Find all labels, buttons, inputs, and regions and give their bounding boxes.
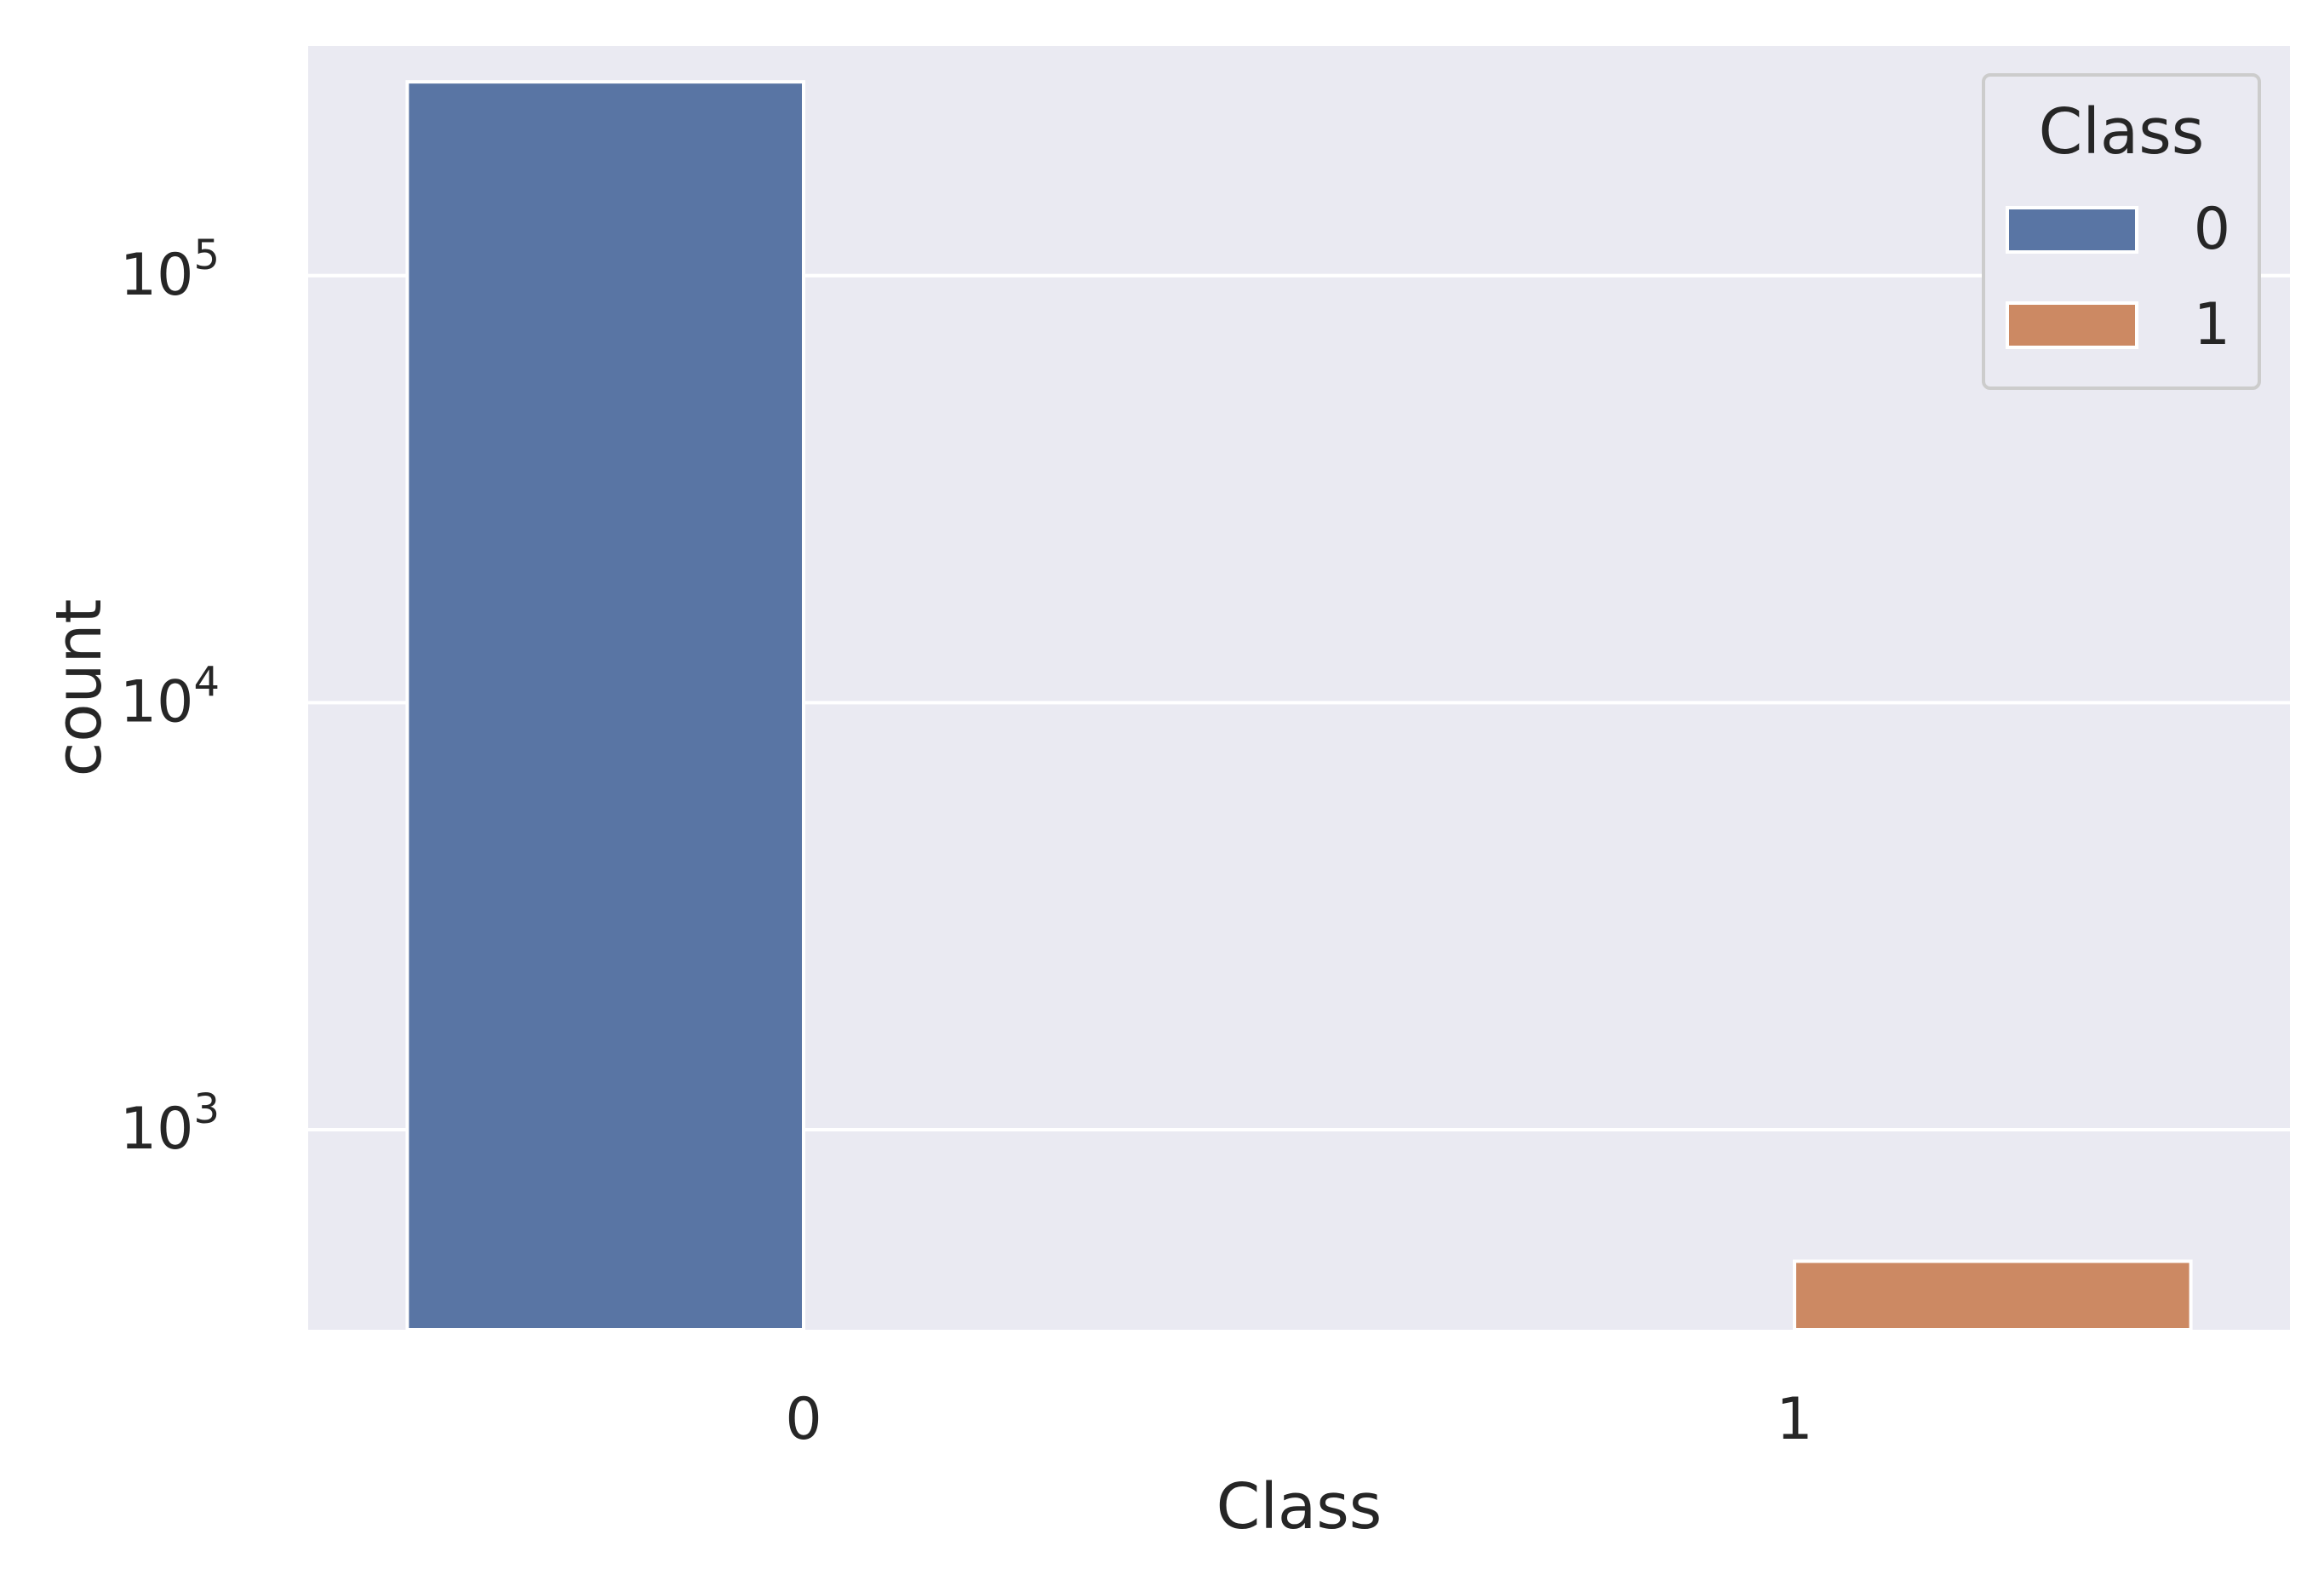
legend-title: Class <box>2039 95 2205 169</box>
y-tick-label: 104 <box>120 658 220 736</box>
y-tick-labels: 105 104 103 <box>120 232 220 1163</box>
legend: Class 01 <box>1982 73 2261 390</box>
legend-swatch-0 <box>2006 206 2138 254</box>
y-axis-label: count <box>43 599 116 777</box>
x-axis-label: Class <box>1216 1470 1382 1543</box>
legend-swatch-1 <box>2006 301 2138 349</box>
legend-label: 1 <box>2194 291 2230 358</box>
y-tick-label: 105 <box>120 232 220 309</box>
x-tick-label: 1 <box>1776 1386 1812 1453</box>
bars <box>405 80 2193 1331</box>
legend-label: 0 <box>2194 196 2230 263</box>
y-tick-label: 103 <box>120 1085 220 1163</box>
x-tick-label: 0 <box>785 1386 821 1453</box>
legend-entries: 01 <box>2006 196 2230 358</box>
bar-class-0 <box>405 80 805 1331</box>
bar-class-1 <box>1793 1259 2193 1331</box>
